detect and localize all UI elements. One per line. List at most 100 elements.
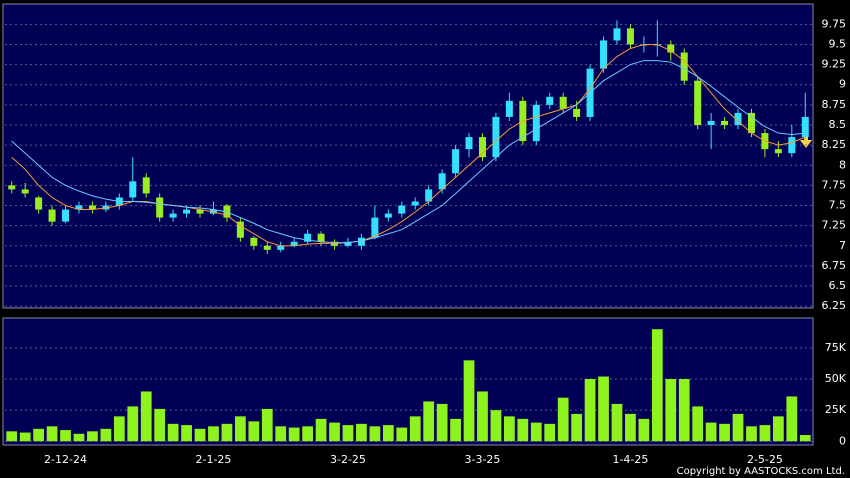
candle-body bbox=[129, 181, 137, 198]
volume-bar bbox=[584, 379, 596, 442]
x-tick-label: 2-1-25 bbox=[196, 453, 232, 466]
volume-bar bbox=[423, 401, 435, 442]
volume-bar bbox=[638, 418, 650, 442]
moving-average-line bbox=[11, 60, 806, 244]
y-tick-label: 0 bbox=[839, 434, 846, 447]
volume-bar bbox=[6, 431, 18, 442]
y-tick-label: 6.5 bbox=[829, 279, 847, 292]
y-tick-label: 8.25 bbox=[822, 138, 847, 151]
candle-body bbox=[344, 241, 352, 246]
candle-body bbox=[304, 233, 312, 242]
volume-bar bbox=[598, 376, 609, 442]
candle-body bbox=[88, 205, 96, 210]
volume-bar bbox=[625, 413, 636, 442]
volume-bar bbox=[517, 418, 529, 442]
volume-bar bbox=[450, 418, 461, 442]
candle-body bbox=[263, 245, 271, 250]
candle-body bbox=[357, 237, 365, 246]
y-tick-label: 9 bbox=[839, 78, 846, 91]
volume-bar bbox=[665, 379, 677, 442]
volume-bar bbox=[369, 426, 381, 442]
volume-bar bbox=[208, 426, 219, 442]
volume-bar bbox=[786, 396, 798, 442]
candle-body bbox=[546, 96, 554, 105]
candle-body bbox=[801, 116, 809, 138]
candle-body bbox=[438, 173, 446, 190]
volume-bar bbox=[490, 410, 502, 442]
volume-bar bbox=[181, 425, 192, 442]
volume-bar bbox=[719, 423, 730, 442]
volume-bar bbox=[167, 423, 179, 442]
candle-body bbox=[317, 233, 325, 242]
volume-bar bbox=[46, 426, 58, 442]
candle-body bbox=[8, 185, 16, 190]
volume-bar bbox=[194, 428, 206, 442]
candle-body bbox=[452, 149, 460, 174]
volume-bar bbox=[503, 416, 515, 442]
volume-bar bbox=[544, 423, 556, 442]
candle-body bbox=[613, 28, 621, 41]
volume-bar bbox=[382, 425, 394, 442]
y-tick-label: 8.75 bbox=[822, 98, 847, 111]
y-tick-label: 8.5 bbox=[829, 118, 847, 131]
volume-bar bbox=[33, 428, 45, 442]
candle-body bbox=[626, 28, 634, 45]
volume-bar bbox=[248, 421, 260, 442]
candle-body bbox=[694, 80, 702, 125]
volume-bar bbox=[127, 406, 139, 442]
candle-body bbox=[721, 120, 729, 125]
volume-bar bbox=[759, 425, 771, 442]
candle-body bbox=[747, 112, 755, 134]
volume-bar bbox=[113, 416, 125, 442]
volume-bar bbox=[60, 430, 71, 442]
candle-body bbox=[156, 197, 164, 218]
volume-bar bbox=[611, 403, 623, 442]
candle-body bbox=[62, 209, 70, 222]
volume-bar bbox=[302, 426, 314, 442]
candle-body bbox=[411, 201, 419, 206]
candle-body bbox=[465, 137, 473, 150]
candle-body bbox=[600, 40, 608, 69]
candle-body bbox=[75, 205, 83, 210]
candle-body bbox=[532, 104, 540, 142]
volume-bar bbox=[651, 329, 663, 442]
candle-body bbox=[492, 116, 500, 158]
y-tick-label: 7.5 bbox=[829, 199, 847, 212]
y-tick-label: 6.25 bbox=[822, 299, 847, 312]
x-tick-label: 3-2-25 bbox=[330, 453, 366, 466]
x-tick-label: 2-12-24 bbox=[44, 453, 87, 466]
candle-body bbox=[680, 52, 688, 81]
candle-body bbox=[277, 245, 285, 250]
copyright: Copyright by AASTOCKS.com Ltd. bbox=[677, 466, 845, 477]
volume-bar bbox=[100, 428, 112, 442]
volume-bar bbox=[234, 416, 246, 442]
y-tick-label: 50K bbox=[825, 372, 847, 385]
candle-body bbox=[505, 100, 513, 117]
volume-bar bbox=[678, 379, 690, 442]
y-tick-label: 25K bbox=[825, 403, 847, 416]
volume-bar bbox=[19, 432, 31, 442]
volume-bar bbox=[356, 423, 367, 442]
candle-body bbox=[573, 108, 581, 117]
candle-body bbox=[788, 137, 796, 154]
candle-body bbox=[250, 237, 258, 246]
volume-bar bbox=[221, 423, 233, 442]
volume-bar bbox=[87, 431, 98, 442]
volume-bar bbox=[261, 408, 273, 442]
candle-body bbox=[183, 209, 191, 214]
x-tick-label: 1-4-25 bbox=[612, 453, 648, 466]
candle-body bbox=[398, 205, 406, 214]
volume-bar bbox=[436, 403, 448, 442]
y-tick-label: 7.25 bbox=[822, 219, 847, 232]
volume-bar bbox=[746, 426, 757, 442]
price-panel bbox=[2, 3, 814, 309]
candle-body bbox=[48, 209, 56, 222]
x-tick-label: 3-3-25 bbox=[465, 453, 501, 466]
volume-bar bbox=[557, 397, 569, 442]
moving-average-line bbox=[11, 43, 806, 247]
candle-body bbox=[425, 189, 433, 202]
candle-body bbox=[21, 189, 29, 194]
volume-bar bbox=[275, 426, 287, 442]
volume-bar bbox=[329, 422, 340, 442]
